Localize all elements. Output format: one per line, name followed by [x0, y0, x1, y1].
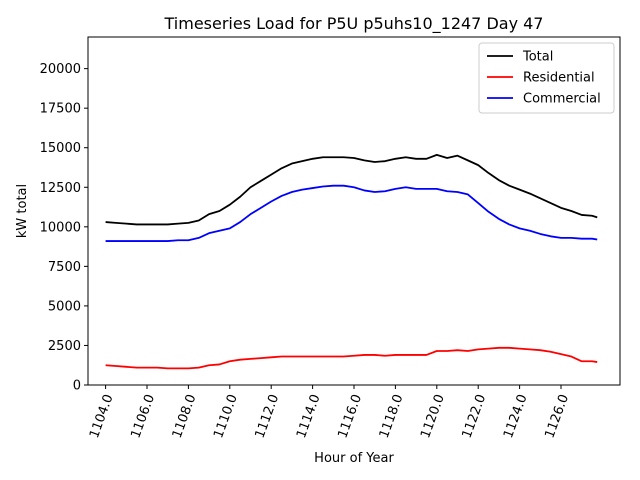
y-axis-label: kW total [15, 184, 30, 238]
plot-frame [87, 36, 621, 386]
chart-title: Timeseries Load for P5U p5uhs10_1247 Day… [164, 14, 544, 34]
y-tick-label: 15000 [40, 141, 81, 156]
series-line-commercial [105, 184, 598, 242]
y-tick-label: 10000 [40, 220, 81, 235]
plot-area [105, 153, 598, 370]
legend: Total Residential Commercial [478, 42, 615, 114]
y-tick-label: 17500 [40, 102, 81, 117]
y-tick-label: 5000 [48, 299, 81, 314]
legend-entry: Residential [523, 71, 595, 86]
series-line-total [105, 153, 598, 226]
series-line-residential [105, 346, 598, 370]
y-tick-label: 0 [73, 379, 81, 394]
x-axis-label: Hour of Year [314, 451, 394, 466]
legend-entry: Commercial [523, 92, 601, 107]
y-axis: 0 2500 5000 7500 10000 12500 15000 17500 20000 [40, 62, 88, 394]
y-tick-label: 12500 [40, 181, 81, 196]
legend-box [478, 42, 615, 114]
y-tick-label: 7500 [48, 260, 81, 275]
legend-entry: Total [522, 50, 553, 65]
y-tick-label: 2500 [48, 339, 81, 354]
y-tick-label: 20000 [40, 62, 81, 77]
